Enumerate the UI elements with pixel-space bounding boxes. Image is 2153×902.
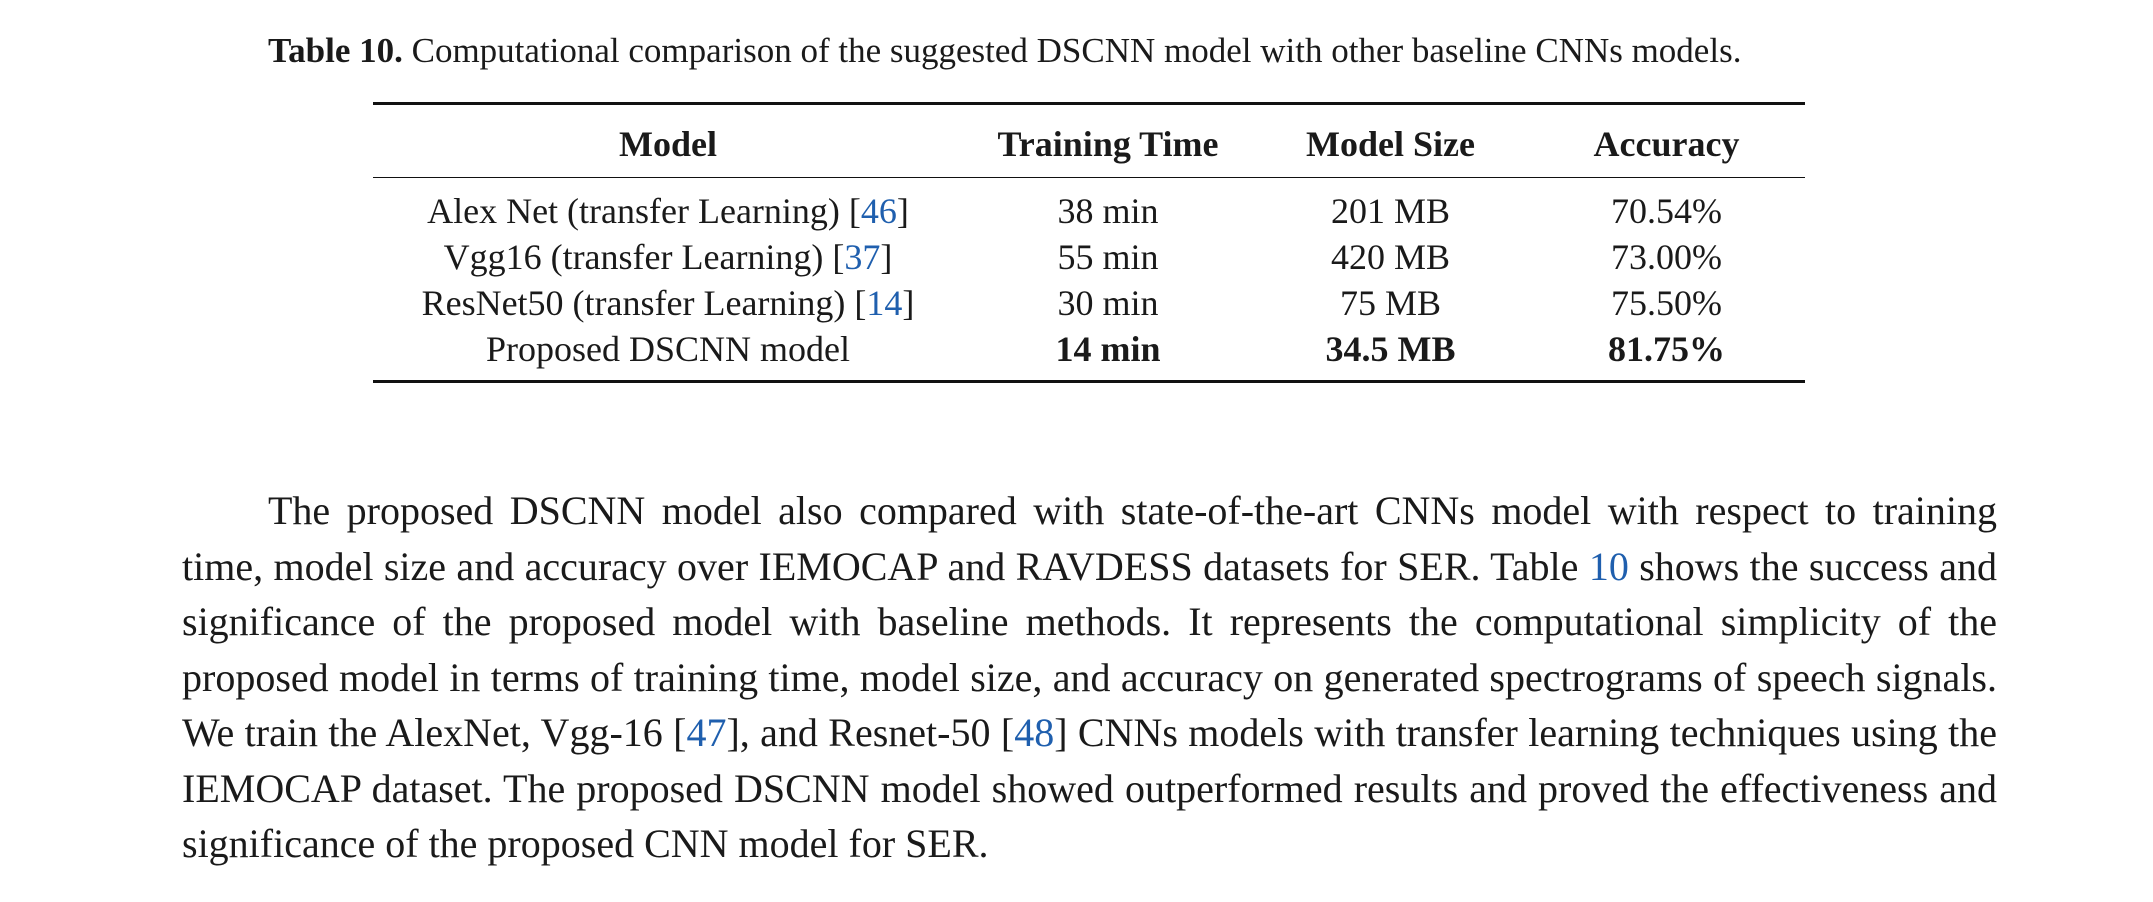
paragraph-text: ], and Resnet-50 [: [726, 710, 1015, 755]
cell-model: Proposed DSCNN model: [485, 329, 850, 369]
cell-model-size: 420 MB: [1330, 237, 1451, 277]
cell-accuracy: 81.75%: [1608, 329, 1725, 369]
cell-model: ResNet50 (transfer Learning) [14]: [373, 280, 963, 326]
cell-model: Vgg16 (transfer Learning) [37]: [373, 234, 963, 280]
table-row: ResNet50 (transfer Learning) [14] 30 min…: [373, 280, 1805, 326]
cell-model: Alex Net (transfer Learning) [46]: [373, 178, 963, 235]
table-caption-label: Table 10.: [268, 31, 403, 70]
cell-training-time: 30 min: [1057, 283, 1159, 323]
table-caption: Table 10. Computational comparison of th…: [268, 26, 2068, 76]
cell-accuracy: 75.50%: [1611, 283, 1722, 323]
comparison-table-wrapper: Model Training Time Model Size Accuracy …: [373, 102, 1805, 383]
header-model: Model: [619, 124, 717, 164]
header-model-size: Model Size: [1306, 124, 1475, 164]
cell-training-time: 38 min: [1057, 191, 1159, 231]
paragraph-text: ] CNNs models with transfer learning tec…: [182, 710, 1997, 866]
citation-link[interactable]: 48: [1014, 710, 1055, 755]
table-row-proposed: Proposed DSCNN model 14 min 34.5 MB 81.7…: [373, 326, 1805, 382]
cell-model-size: 34.5 MB: [1325, 329, 1456, 369]
header-accuracy: Accuracy: [1593, 124, 1740, 164]
cell-model-size: 75 MB: [1339, 283, 1442, 323]
model-name: Alex Net (transfer Learning) [: [427, 191, 861, 231]
comparison-table: Model Training Time Model Size Accuracy …: [373, 102, 1805, 383]
body-paragraph: The proposed DSCNN model also compared w…: [182, 483, 1997, 872]
paragraph-text: The proposed DSCNN model also compared w…: [182, 488, 1997, 589]
model-name: Vgg16 (transfer Learning) [: [443, 237, 845, 277]
table-caption-text: Computational comparison of the suggeste…: [411, 31, 1742, 70]
citation-link[interactable]: 46: [860, 191, 897, 231]
table-reference-link[interactable]: 10: [1588, 543, 1629, 589]
bracket-close: ]: [896, 191, 909, 231]
citation-link[interactable]: 47: [686, 710, 727, 755]
paragraph-text: shows the success and significance of th…: [182, 543, 1997, 756]
citation-link[interactable]: 37: [844, 237, 881, 277]
table-row: Alex Net (transfer Learning) [46] 38 min…: [373, 178, 1805, 235]
table-row: Vgg16 (transfer Learning) [37] 55 min 42…: [373, 234, 1805, 280]
citation-link[interactable]: 14: [866, 283, 903, 323]
header-training-time: Training Time: [997, 124, 1219, 164]
cell-model-size: 201 MB: [1330, 191, 1451, 231]
model-name: ResNet50 (transfer Learning) [: [421, 283, 867, 323]
cell-accuracy: 73.00%: [1611, 237, 1722, 277]
bracket-close: ]: [902, 283, 915, 323]
cell-training-time: 55 min: [1057, 237, 1159, 277]
bracket-close: ]: [880, 237, 893, 277]
table-header-row: Model Training Time Model Size Accuracy: [373, 103, 1805, 178]
cell-training-time: 14 min: [1055, 329, 1161, 369]
cell-accuracy: 70.54%: [1611, 191, 1722, 231]
